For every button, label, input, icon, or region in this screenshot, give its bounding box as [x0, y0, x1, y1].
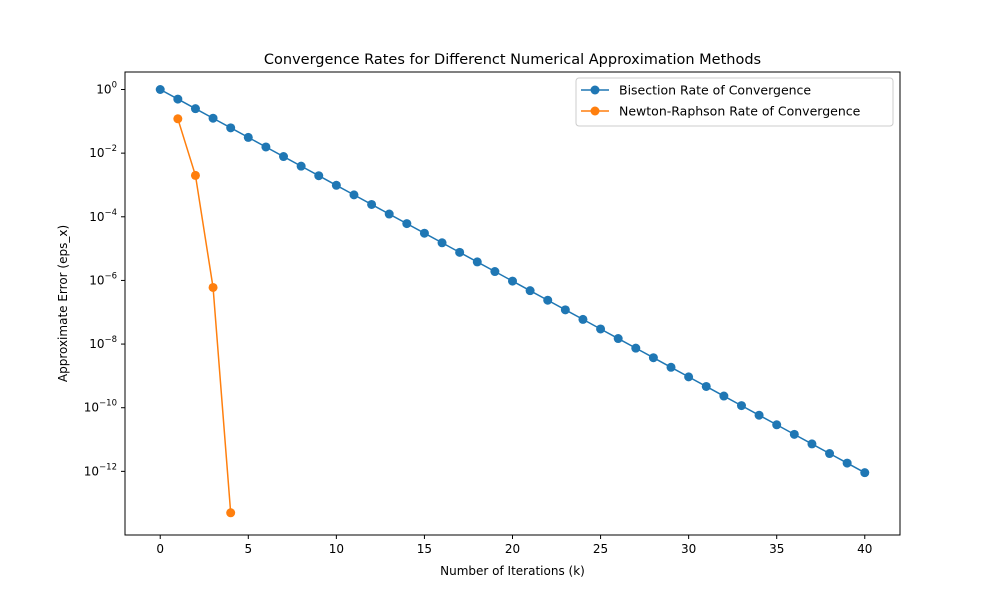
- series-point-1: [419, 228, 429, 238]
- series-point-1: [243, 132, 253, 142]
- x-tick-label: 20: [505, 542, 520, 556]
- series-point-1: [455, 247, 465, 257]
- series-point-1: [701, 381, 711, 391]
- series-point-2: [226, 508, 236, 518]
- series-point-1: [860, 468, 870, 478]
- x-tick-label: 10: [329, 542, 344, 556]
- y-tick-label: 10−6: [89, 271, 117, 287]
- y-tick-base: 10: [89, 273, 104, 287]
- y-tick-base: 10: [89, 146, 104, 160]
- y-tick-label: 100: [96, 81, 117, 97]
- y-tick-base: 10: [89, 337, 104, 351]
- y-tick-exponent: 0: [112, 81, 117, 91]
- y-tick-base: 10: [84, 464, 99, 478]
- series-point-1: [842, 458, 852, 468]
- y-tick-exponent: −4: [104, 208, 117, 218]
- legend-box: [575, 77, 894, 127]
- x-tick-label: 5: [244, 542, 252, 556]
- series-point-1: [314, 171, 324, 181]
- y-tick-exponent: −2: [104, 144, 117, 154]
- series-point-1: [666, 362, 676, 372]
- series-point-1: [543, 295, 553, 305]
- series-point-1: [648, 353, 658, 363]
- series-point-1: [208, 113, 218, 123]
- plot-frame: [124, 71, 901, 536]
- series-point-1: [402, 219, 412, 229]
- x-axis-label: Number of Iterations (k): [440, 564, 585, 578]
- series-point-1: [807, 439, 817, 449]
- series-point-1: [349, 190, 359, 200]
- series-point-1: [296, 161, 306, 171]
- y-tick-exponent: −8: [104, 335, 117, 345]
- y-tick-base: 10: [89, 210, 104, 224]
- x-tick-label: 40: [857, 542, 872, 556]
- series-point-1: [631, 343, 641, 353]
- series-point-1: [684, 372, 694, 382]
- series-point-1: [490, 267, 500, 277]
- y-tick-base: 10: [96, 83, 111, 97]
- series-point-1: [560, 305, 570, 315]
- series-point-1: [508, 276, 517, 286]
- series-point-1: [525, 286, 535, 296]
- y-tick-label: 10−2: [89, 144, 117, 160]
- legend-label: Newton-Raphson Rate of Convergence: [619, 104, 861, 119]
- series-point-1: [596, 324, 606, 334]
- legend-label: Bisection Rate of Convergence: [619, 83, 811, 98]
- series-point-1: [384, 209, 394, 219]
- series-point-1: [331, 180, 341, 190]
- series-point-2: [190, 170, 200, 180]
- series-point-1: [155, 85, 165, 95]
- series-point-1: [789, 429, 799, 439]
- series-point-1: [736, 401, 746, 411]
- series-point-1: [472, 257, 482, 267]
- legend: Bisection Rate of Convergence Newton-Raph…: [575, 77, 894, 127]
- y-tick-exponent: −10: [99, 399, 117, 409]
- series-point-2: [208, 282, 218, 292]
- series-point-1: [825, 449, 835, 459]
- x-tick-label: 15: [417, 542, 432, 556]
- y-tick-exponent: −6: [104, 271, 117, 281]
- series-point-1: [437, 238, 447, 248]
- series-line-2: [177, 118, 232, 513]
- x-tick-label: 30: [681, 542, 696, 556]
- y-tick-base: 10: [84, 401, 99, 415]
- plot-area: 0 5 10 15 20 25 30 35 4010010−210−410−610−810−10…: [84, 81, 873, 556]
- y-tick-exponent: −12: [99, 462, 117, 472]
- y-axis-label: Approximate Error (eps_x): [56, 225, 70, 382]
- x-tick-label: 35: [769, 542, 784, 556]
- series-point-1: [173, 94, 183, 104]
- y-tick-label: 10−12: [84, 462, 117, 478]
- y-tick-label: 10−4: [89, 208, 117, 224]
- series-point-1: [190, 104, 200, 114]
- series-point-1: [367, 199, 377, 209]
- series-point-1: [772, 420, 782, 430]
- x-tick-label: 0: [156, 542, 164, 556]
- series-point-1: [754, 410, 764, 420]
- chart-title: Convergence Rates for Differenct Numeric…: [264, 52, 761, 68]
- x-tick-label: 25: [593, 542, 608, 556]
- series-point-2: [173, 114, 183, 124]
- series-point-1: [719, 391, 729, 401]
- series-point-1: [578, 314, 588, 324]
- series-point-1: [279, 152, 289, 162]
- legend-swatch-marker: [590, 106, 600, 116]
- y-tick-label: 10−10: [84, 399, 117, 415]
- legend-swatch-marker: [590, 85, 600, 95]
- series-point-1: [613, 334, 623, 344]
- series-point-1: [261, 142, 271, 152]
- y-tick-label: 10−8: [89, 335, 117, 351]
- series-point-1: [226, 123, 236, 133]
